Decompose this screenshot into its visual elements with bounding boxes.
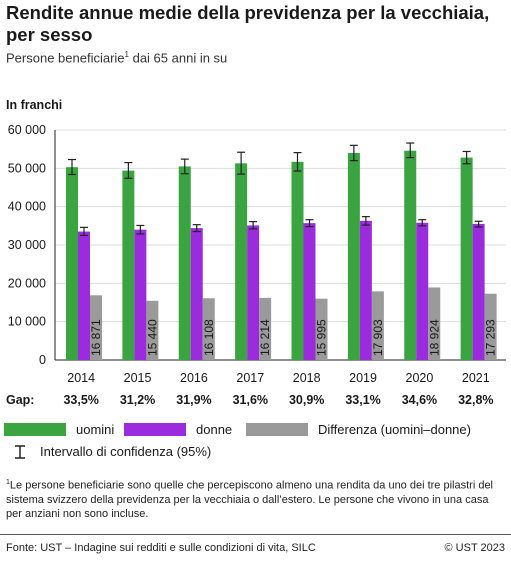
gap-value: 31,9% bbox=[176, 393, 211, 407]
unit-label: In franchi bbox=[6, 98, 63, 112]
x-tick-label: 2018 bbox=[293, 371, 321, 385]
data-label-differenza: 18 924 bbox=[427, 319, 441, 356]
data-label-differenza: 16 214 bbox=[258, 319, 272, 356]
bar-uomini bbox=[460, 157, 473, 360]
gap-value: 34,6% bbox=[402, 393, 437, 407]
source-note: Fonte: UST – Indagine sui redditi e sull… bbox=[6, 542, 316, 554]
bar-differenza bbox=[146, 300, 159, 360]
gap-value: 31,6% bbox=[233, 393, 268, 407]
data-label-differenza: 17 293 bbox=[484, 319, 498, 356]
bar-differenza bbox=[315, 298, 328, 360]
bar-donne bbox=[78, 231, 90, 360]
bar-differenza bbox=[202, 298, 215, 360]
data-label-differenza: 17 903 bbox=[371, 319, 385, 356]
bar-chart: 0 10 000 20 000 30 000 40 000 50 000 60 000 16 … bbox=[6, 123, 506, 407]
legend-item-ci: Intervallo di confidenza (95%) bbox=[4, 444, 211, 459]
gap-value: 33,5% bbox=[63, 393, 98, 407]
legend-item-donne: donne bbox=[124, 422, 232, 437]
footnote: 1Le persone beneficiarie sono quelle che… bbox=[6, 476, 506, 521]
x-tick-label: 2014 bbox=[67, 371, 95, 385]
legend-swatch-differenza bbox=[246, 423, 308, 436]
y-tick-label: 0 bbox=[39, 353, 46, 367]
legend-label-ci: Intervallo di confidenza (95%) bbox=[40, 444, 212, 459]
y-tick-label: 40 000 bbox=[8, 200, 46, 214]
subtitle-rest: dai 65 anni in su bbox=[128, 50, 228, 66]
y-tick-label: 50 000 bbox=[8, 161, 46, 175]
data-label-differenza: 15 995 bbox=[315, 319, 329, 356]
y-tick-label: 30 000 bbox=[8, 238, 46, 252]
bar-uomini bbox=[347, 153, 360, 360]
data-label-differenza: 16 871 bbox=[89, 319, 103, 356]
y-tick-label: 10 000 bbox=[8, 315, 46, 329]
bar-differenza bbox=[90, 295, 102, 360]
x-tick-label: 2017 bbox=[236, 371, 264, 385]
footnote-text: Le persone beneficiarie sono quelle che … bbox=[6, 479, 494, 520]
chart-subtitle: Persone beneficiarie1 dai 65 anni in su bbox=[6, 50, 227, 65]
legend-item-uomini: uomini bbox=[4, 422, 114, 437]
bar-differenza bbox=[484, 293, 497, 360]
gap-value: 33,1% bbox=[345, 393, 380, 407]
x-tick-label: 2019 bbox=[349, 371, 377, 385]
bar-differenza bbox=[428, 287, 441, 360]
gap-value: 30,9% bbox=[289, 393, 324, 407]
x-tick-label: 2016 bbox=[180, 371, 208, 385]
legend-swatch-donne bbox=[124, 423, 186, 436]
legend: uomini donne Differenza (uomini–donne) I… bbox=[0, 418, 511, 466]
y-tick-label: 60 000 bbox=[8, 123, 46, 137]
bar-differenza bbox=[259, 297, 272, 360]
x-tick-label: 2021 bbox=[462, 371, 490, 385]
bar-uomini bbox=[66, 167, 78, 360]
bar-uomini bbox=[404, 150, 417, 360]
bar-donne bbox=[303, 223, 316, 360]
bar-donne bbox=[359, 220, 372, 360]
bar-differenza bbox=[371, 291, 384, 360]
copyright: © UST 2023 bbox=[444, 542, 506, 554]
bar-donne bbox=[416, 222, 429, 360]
bar-uomini bbox=[235, 163, 248, 360]
gap-row-label: Gap: bbox=[6, 393, 34, 407]
bar-uomini bbox=[178, 166, 191, 360]
data-label-differenza: 16 108 bbox=[202, 319, 216, 356]
bar-uomini bbox=[122, 170, 135, 360]
x-tick-label: 2020 bbox=[406, 371, 434, 385]
footnote-marker: 1 bbox=[6, 479, 10, 486]
footer-divider bbox=[0, 534, 511, 535]
bar-donne bbox=[472, 223, 485, 360]
y-tick-label: 20 000 bbox=[8, 276, 46, 290]
data-label-differenza: 15 440 bbox=[145, 319, 159, 356]
bar-donne bbox=[134, 229, 147, 360]
legend-label-differenza: Differenza (uomini–donne) bbox=[318, 422, 471, 437]
legend-label-uomini: uomini bbox=[76, 422, 115, 437]
subtitle-text: Persone beneficiarie bbox=[6, 50, 125, 66]
gap-value: 32,8% bbox=[458, 393, 493, 407]
bar-donne bbox=[247, 225, 260, 360]
legend-label-donne: donne bbox=[196, 422, 233, 437]
chart-title: Rendite annue medie della previdenza per… bbox=[6, 2, 490, 45]
legend-item-differenza: Differenza (uomini–donne) bbox=[246, 422, 471, 437]
bar-donne bbox=[190, 228, 203, 360]
bar-uomini bbox=[291, 161, 304, 360]
subtitle-footnote-marker: 1 bbox=[124, 50, 129, 59]
confidence-interval-icon bbox=[15, 444, 25, 459]
x-tick-label: 2015 bbox=[124, 371, 152, 385]
gap-value: 31,2% bbox=[120, 393, 155, 407]
legend-swatch-uomini bbox=[4, 423, 66, 436]
